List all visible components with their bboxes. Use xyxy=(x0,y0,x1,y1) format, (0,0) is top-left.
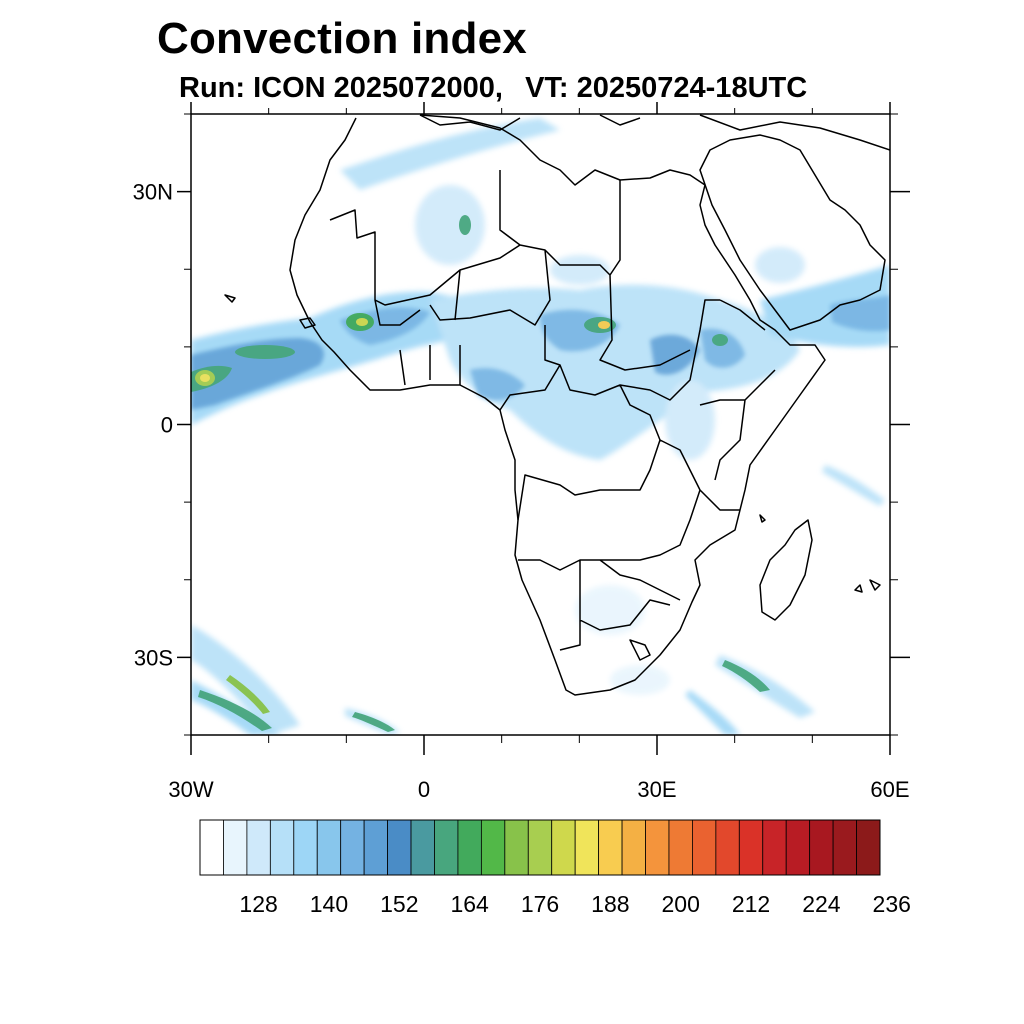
lat-tick-label: 30S xyxy=(134,645,173,670)
colorbar-label: 188 xyxy=(591,891,629,917)
colorbar-label: 152 xyxy=(380,891,418,917)
europe-coastline xyxy=(419,114,890,151)
colorbar-swatch xyxy=(832,819,857,876)
colorbar-label: 236 xyxy=(873,891,911,917)
colorbar-swatch xyxy=(645,819,670,876)
chart-subtitle: Run: ICON 2025072000, VT: 20250724-18UTC xyxy=(179,72,807,105)
run-value: ICON 2025072000, xyxy=(253,72,503,104)
run-label: Run: xyxy=(179,72,246,104)
colorbar-frame xyxy=(199,819,881,876)
colorbar-swatch xyxy=(293,819,318,876)
colorbar-swatch xyxy=(480,819,506,876)
colorbar-swatch xyxy=(598,819,623,876)
colorbar-swatch xyxy=(715,819,740,876)
colorbar-swatch xyxy=(809,819,834,876)
vt-label: VT: xyxy=(525,72,569,104)
colorbar-swatch xyxy=(856,819,881,876)
small-islands xyxy=(224,294,881,593)
axis-ticks: 30N 0 30S 30W 0 30E 60E xyxy=(133,102,910,802)
colorbar-swatch xyxy=(692,819,717,876)
lat-tick-label: 30N xyxy=(133,180,173,205)
convection-field xyxy=(191,118,890,735)
colorbar-swatch xyxy=(785,819,811,876)
convection-high-areas xyxy=(191,215,770,732)
colorbar-swatch xyxy=(246,819,271,876)
colorbar-swatch xyxy=(668,819,693,876)
colorbar-swatch xyxy=(551,819,576,876)
colorbar-label: 224 xyxy=(802,891,841,917)
colorbar-swatch xyxy=(457,819,482,876)
colorbar-swatch xyxy=(363,819,388,876)
colorbar-label: 200 xyxy=(662,891,700,917)
colorbar: 128 140 152 164 176 188 200 212 224 236 xyxy=(199,819,911,917)
colorbar-swatch xyxy=(223,819,248,876)
country-borders xyxy=(329,170,776,661)
chart-title: Convection index xyxy=(157,14,527,63)
vt-value: 20250724-18UTC xyxy=(576,72,808,104)
colorbar-swatch xyxy=(621,819,646,876)
colorbar-label: 176 xyxy=(521,891,559,917)
colorbar-swatch xyxy=(434,819,459,876)
map-outlines xyxy=(224,114,890,696)
colorbar-label: 164 xyxy=(450,891,489,917)
lon-tick-label: 60E xyxy=(870,777,909,802)
madagascar-coastline xyxy=(759,519,813,621)
colorbar-swatch xyxy=(340,819,365,876)
colorbar-swatch xyxy=(574,819,600,876)
colorbar-swatch xyxy=(738,819,764,876)
lat-tick-label: 0 xyxy=(161,413,173,438)
colorbar-swatch xyxy=(410,819,435,876)
colorbar-label: 140 xyxy=(310,891,348,917)
colorbar-swatch xyxy=(316,819,342,876)
africa-coastline xyxy=(289,114,826,696)
colorbar-swatch xyxy=(527,819,553,876)
lon-tick-label: 30E xyxy=(637,777,676,802)
lon-tick-label: 0 xyxy=(418,777,430,802)
colorbar-label: 212 xyxy=(732,891,770,917)
colorbar-swatch xyxy=(199,819,224,876)
colorbar-swatch xyxy=(504,819,529,876)
convection-light-areas xyxy=(191,118,890,735)
colorbar-swatch xyxy=(762,819,787,876)
colorbar-swatch xyxy=(387,819,412,876)
colorbar-swatch xyxy=(269,819,295,876)
lon-tick-label: 30W xyxy=(168,777,213,802)
arabia-coastline xyxy=(699,134,886,331)
colorbar-label: 128 xyxy=(239,891,277,917)
